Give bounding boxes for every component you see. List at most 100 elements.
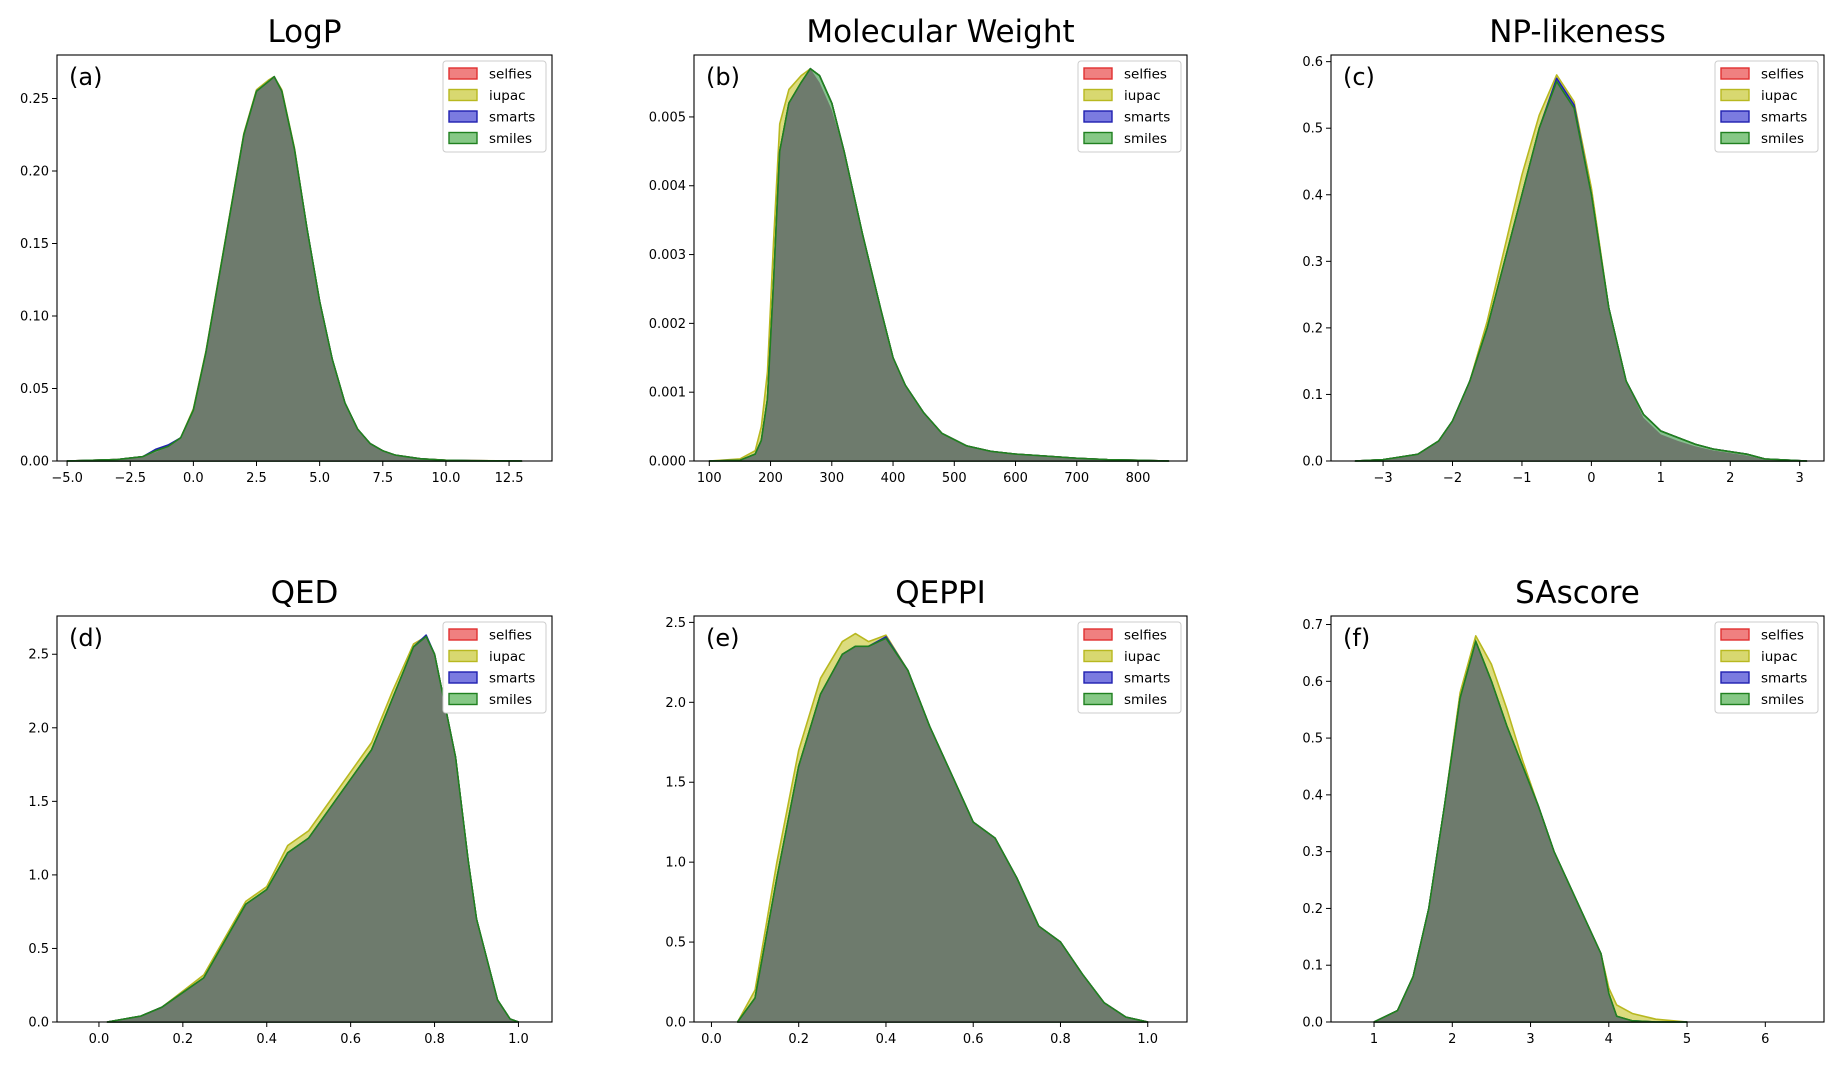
- panel-b: Molecular Weight 100 200 300 400 500 600 700 800…: [649, 14, 1188, 486]
- legend-label: smiles: [489, 692, 532, 708]
- legend-swatch-selfies: [448, 628, 478, 641]
- x-tick-label: 300: [819, 471, 844, 486]
- legend-box: [1077, 621, 1182, 714]
- x-tick-label: 5.0: [309, 471, 330, 486]
- y-tick-label: 0.5: [28, 942, 49, 957]
- y-tick-label: 0.002: [649, 317, 686, 332]
- y-tick-label: 0.05: [20, 382, 49, 397]
- legend-swatch-smarts: [448, 671, 478, 684]
- x-tick-label: 0.6: [340, 1032, 361, 1047]
- density-overlap-area: [1355, 81, 1807, 462]
- x-tick-label: 400: [881, 471, 906, 486]
- y-tick-label: 0.0: [1302, 455, 1323, 470]
- x-tick-label: 200: [758, 471, 783, 486]
- panel-label: (a): [69, 63, 102, 91]
- y-tick-label: 0.10: [20, 310, 49, 325]
- legend-label: smiles: [489, 131, 532, 147]
- x-tick-label: 0.0: [701, 1032, 722, 1047]
- y-tick-label: 0.3: [1302, 845, 1323, 860]
- panel-title: NP-likeness: [1489, 14, 1666, 50]
- y-tick-label: 2.5: [665, 616, 686, 631]
- legend-swatch-smarts: [1083, 110, 1113, 123]
- x-tick-label: 0.0: [183, 471, 204, 486]
- x-tick-label: 2: [1448, 1032, 1456, 1047]
- density-line-smiles: [107, 635, 519, 1023]
- y-tick-label: 2.0: [28, 721, 49, 736]
- legend-swatch-selfies: [1083, 628, 1113, 641]
- panel-c: NP-likeness −3 −2 −1 0 1 2 3 0.0 0.1 0.2 0.3 0.4 0.5 0…: [1302, 14, 1825, 486]
- legend-box: [442, 621, 547, 714]
- x-tick-label: 0: [1587, 471, 1595, 486]
- legend-swatch-iupac: [448, 88, 478, 102]
- x-tick-label: −2: [1443, 471, 1462, 486]
- panel-title: QEPPI: [895, 575, 986, 611]
- y-tick-label: 0.004: [649, 179, 686, 194]
- panel-title: QED: [271, 575, 339, 611]
- y-tick-label: 1.5: [28, 795, 49, 810]
- x-tick-label: 12.5: [495, 471, 524, 486]
- legend-swatch-selfies: [1083, 67, 1113, 80]
- legend-box: [1077, 60, 1182, 153]
- legend-swatch-smarts: [1083, 671, 1113, 684]
- legend-swatch-smarts: [448, 110, 478, 123]
- y-tick-label: 0.5: [1302, 122, 1323, 137]
- panel-label: (c): [1343, 63, 1375, 91]
- legend-box: [442, 60, 547, 153]
- legend-label: iupac: [1761, 649, 1798, 665]
- legend-swatch-smiles: [1083, 131, 1113, 145]
- legend-swatch-smarts: [1720, 671, 1750, 684]
- x-tick-label: 0.6: [963, 1032, 984, 1047]
- panel-f: SAscore 1 2 3 4 5 6 0.0 0.1 0.2 0.3 0.4 0.5 0.6 0.7 (f)…: [1302, 575, 1825, 1047]
- y-tick-label: 0.000: [649, 455, 686, 470]
- x-tick-label: −5.0: [51, 471, 83, 486]
- density-overlap-area: [107, 636, 519, 1022]
- legend-box: [1714, 60, 1819, 153]
- legend-swatch-smiles: [448, 692, 478, 706]
- x-tick-label: 0.8: [1050, 1032, 1071, 1047]
- x-tick-label: 4: [1605, 1032, 1613, 1047]
- x-tick-label: 800: [1126, 471, 1151, 486]
- legend-label: selfies: [1761, 628, 1804, 644]
- y-tick-label: 0.3: [1302, 255, 1323, 270]
- y-tick-label: 0.7: [1302, 618, 1323, 633]
- density-line-smiles: [709, 67, 1169, 462]
- x-tick-label: 0.8: [424, 1032, 445, 1047]
- x-tick-label: 10.0: [431, 471, 460, 486]
- y-tick-label: 0.4: [1302, 788, 1323, 803]
- density-overlap-area: [737, 638, 1148, 1022]
- x-tick-label: 1.0: [1137, 1032, 1158, 1047]
- legend-label: selfies: [1761, 67, 1804, 83]
- panel-title: LogP: [267, 14, 341, 50]
- density-line-smiles: [67, 75, 522, 462]
- x-tick-label: 0.2: [173, 1032, 194, 1047]
- density-overlap-area: [709, 68, 1169, 461]
- legend-box: [1714, 621, 1819, 714]
- density-overlap-area: [67, 76, 522, 461]
- legend-label: iupac: [489, 649, 526, 665]
- y-tick-label: 1.0: [28, 868, 49, 883]
- x-tick-label: −2.5: [114, 471, 146, 486]
- plot-frame: [693, 615, 1188, 1023]
- panel-a: LogP −5.0 −2.5 0.0 2.5 5.0 7.5 10.0 12.5 0.00 0.05…: [20, 14, 553, 486]
- x-tick-label: 5: [1683, 1032, 1691, 1047]
- legend-swatch-iupac: [1720, 649, 1750, 663]
- x-tick-label: 0.0: [89, 1032, 110, 1047]
- y-tick-label: 0.0: [28, 1016, 49, 1031]
- density-line-smiles: [1373, 639, 1688, 1023]
- legend-label: iupac: [1761, 88, 1798, 104]
- y-tick-label: 0.00: [20, 455, 49, 470]
- x-tick-label: 700: [1064, 471, 1089, 486]
- y-tick-label: 0.0: [665, 1016, 686, 1031]
- y-tick-label: 1.0: [665, 856, 686, 871]
- legend-swatch-selfies: [1720, 67, 1750, 80]
- legend-swatch-smiles: [1083, 692, 1113, 706]
- y-tick-label: 0.6: [1302, 55, 1323, 70]
- y-tick-label: 0.005: [649, 110, 686, 125]
- plot-frame: [693, 54, 1188, 462]
- y-tick-label: 0.1: [1302, 388, 1323, 403]
- x-tick-label: 0.4: [876, 1032, 897, 1047]
- y-tick-label: 0.6: [1302, 675, 1323, 690]
- legend-label: smarts: [489, 110, 535, 126]
- x-tick-label: 0.4: [256, 1032, 277, 1047]
